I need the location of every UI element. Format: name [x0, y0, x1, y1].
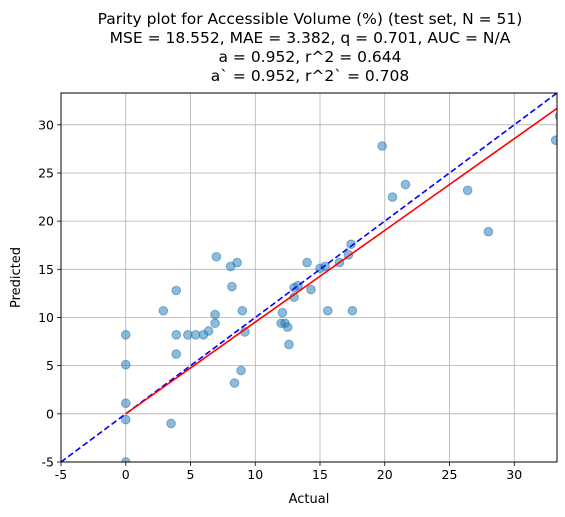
data-point — [306, 284, 316, 295]
x-tick-label: -5 — [55, 467, 67, 482]
data-point — [284, 339, 294, 350]
data-point — [120, 414, 131, 425]
data-point — [346, 239, 356, 250]
x-tick-label: 5 — [187, 467, 195, 482]
data-point — [120, 359, 131, 370]
data-point — [550, 135, 557, 146]
y-tick-label: -5 — [42, 455, 54, 470]
chart-title-line-2: MSE = 18.552, MAE = 3.382, q = 0.701, AU… — [109, 29, 511, 47]
data-point — [171, 349, 182, 359]
x-axis-ticks: -5 0 5 10 15 20 25 30 — [55, 462, 522, 482]
x-tick-label: 30 — [506, 467, 522, 482]
data-point — [171, 285, 182, 296]
x-tick-label: 10 — [247, 467, 263, 482]
data-point — [171, 330, 182, 340]
data-point — [347, 305, 358, 316]
data-point — [120, 398, 131, 409]
plot-frame — [60, 92, 558, 463]
data-point — [211, 251, 222, 262]
data-point — [282, 322, 293, 332]
x-tick-label: 20 — [377, 467, 393, 482]
x-tick-label: 25 — [442, 467, 458, 482]
data-point — [158, 305, 169, 316]
chart-title-line-1: Parity plot for Accessible Volume (%) (t… — [97, 10, 523, 28]
y-tick-label: 25 — [38, 165, 54, 180]
y-tick-label: 30 — [38, 117, 54, 132]
data-point — [302, 257, 312, 268]
data-point — [277, 307, 288, 318]
x-tick-label: 15 — [312, 467, 328, 482]
y-tick-label: 15 — [38, 262, 54, 277]
data-point — [377, 141, 387, 151]
y-tick-label: 5 — [46, 358, 54, 373]
data-point — [387, 192, 398, 202]
chart-title-line-3: a = 0.952, r^2 = 0.644 — [218, 48, 402, 66]
data-point — [236, 365, 246, 376]
y-tick-label: 10 — [38, 310, 54, 325]
x-tick-label: 0 — [122, 467, 130, 482]
plot-area — [61, 93, 557, 462]
data-point — [400, 179, 411, 190]
x-axis-label: Actual — [289, 492, 330, 507]
y-axis-ticks: -5 0 5 10 15 20 25 30 — [38, 117, 61, 470]
y-tick-label: 0 — [46, 406, 54, 421]
data-point — [210, 309, 220, 320]
data-point — [227, 281, 237, 292]
grid-lines — [60, 93, 557, 463]
data-point — [229, 378, 240, 388]
data-point — [120, 457, 131, 462]
data-point — [237, 305, 248, 316]
chart-title-line-4: a` = 0.952, r^2` = 0.708 — [210, 67, 410, 85]
data-point — [232, 257, 242, 268]
data-point — [166, 418, 176, 429]
data-point — [462, 185, 473, 196]
data-point — [120, 330, 131, 340]
data-point — [203, 326, 214, 336]
y-tick-label: 20 — [38, 214, 54, 229]
data-point — [210, 318, 220, 329]
y-axis-label: Predicted — [9, 247, 24, 308]
data-point — [322, 305, 333, 316]
fit-line — [125, 107, 557, 415]
data-point — [483, 226, 494, 237]
